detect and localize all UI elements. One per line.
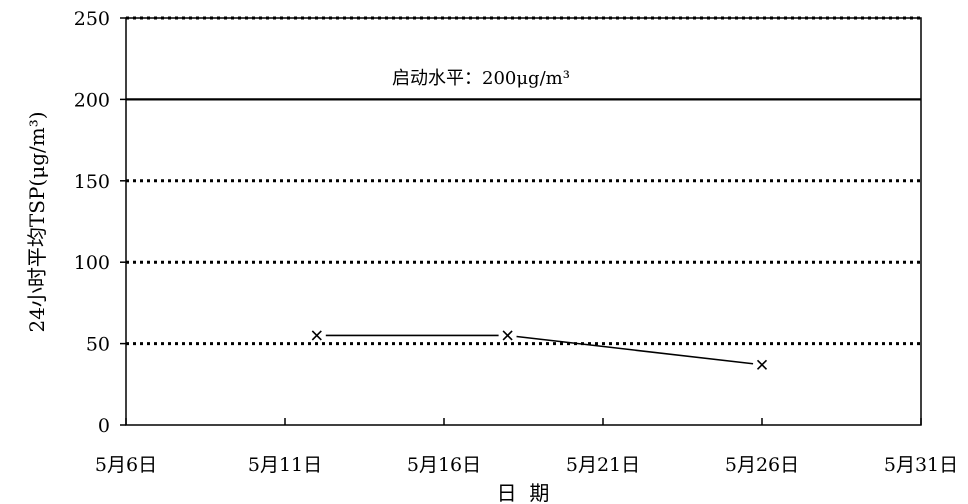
y-tick-label: 0: [98, 415, 110, 437]
y-axis-title: 24小时平均TSP(μg/m³): [25, 111, 49, 332]
y-tick-label: 200: [74, 89, 110, 111]
data-point-marker: [502, 330, 513, 341]
tick-layer: 0 50 100 150 200 250 5月6日 5月11日 5月16日 5月21日 5月26日 5…: [74, 8, 958, 476]
series-line-segment: [516, 335, 754, 365]
x-tick-label: 5月31日: [884, 454, 958, 476]
data-point-marker: [756, 359, 768, 370]
y-tick-label: 250: [74, 8, 110, 30]
x-tick-label: 5月16日: [407, 454, 481, 476]
x-axis-title: 日 期: [497, 481, 550, 504]
reference-label-main: 启动水平：200μg/m³: [392, 68, 570, 89]
x-tick-label: 5月6日: [95, 454, 157, 476]
reference-line-label: 启动水平：200μg/m³: [392, 68, 570, 89]
data-point-marker: [311, 330, 322, 341]
y-tick-label: 50: [86, 334, 110, 356]
x-tick-label: 5月26日: [725, 454, 799, 476]
series-layer: [311, 330, 768, 370]
plot-area-frame: [125, 17, 922, 426]
x-tick-label: 5月21日: [566, 454, 640, 476]
x-tick-label: 5月11日: [248, 454, 322, 476]
y-tick-label: 100: [74, 252, 110, 274]
y-tick-label: 150: [74, 171, 110, 193]
grid-layer: [126, 16, 921, 346]
